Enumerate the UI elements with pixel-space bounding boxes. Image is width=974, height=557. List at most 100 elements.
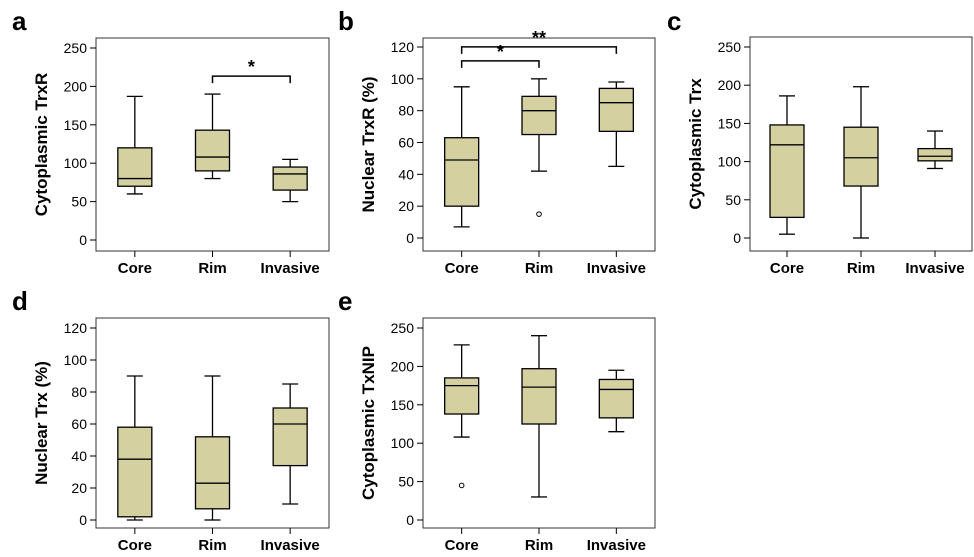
panel-e: e 0 50 100 150 200 250 Cytoplasmic TxNIP Core Rim…: [338, 286, 656, 554]
box-invasive: [598, 81, 634, 168]
x-tick-label: Rim: [847, 260, 875, 277]
iqr-box: [272, 166, 308, 191]
iqr-box: [444, 137, 480, 207]
y-tick-label: 0: [733, 230, 741, 246]
significance-label: *: [248, 57, 255, 77]
y-tick-label: 150: [391, 397, 415, 413]
significance-label: *: [497, 42, 504, 62]
panel-letter: b: [338, 6, 354, 36]
y-tick-label: 200: [391, 358, 415, 374]
y-tick-label: 100: [391, 71, 415, 87]
panel-b: b 0 20 40 60 80 100 120 Nuclear TrxR (%) Core Rim I…: [338, 6, 656, 277]
y-tick-label: 200: [64, 78, 88, 94]
panel-letter: e: [338, 286, 352, 316]
outlier-point: [458, 482, 465, 489]
significance-label: **: [532, 28, 546, 48]
x-tick-label: Core: [118, 537, 152, 554]
outlier-point: [536, 211, 542, 217]
y-tick-label: 0: [406, 512, 414, 528]
x-tick-label: Rim: [198, 537, 226, 554]
iqr-box: [843, 126, 879, 187]
box-invasive: [272, 158, 308, 203]
x-tick-label: Core: [445, 537, 479, 554]
y-axis-label: Nuclear TrxR (%): [359, 76, 378, 212]
y-tick-label: 40: [398, 166, 414, 182]
iqr-box: [521, 368, 557, 425]
y-axis-label: Cytoplasmic TrxR: [32, 73, 51, 217]
x-tick-label: Invasive: [587, 260, 646, 277]
panel-letter: d: [12, 286, 28, 316]
iqr-box: [521, 95, 557, 136]
y-tick-label: 80: [71, 384, 87, 400]
y-tick-label: 50: [398, 474, 414, 490]
panel-c: c 0 50 100 150 200 250 Cytoplasmic Trx Core Rim In…: [667, 6, 973, 277]
y-tick-label: 250: [391, 320, 415, 336]
y-axis-label: Nuclear Trx (%): [32, 361, 51, 485]
x-tick-label: Invasive: [261, 260, 320, 277]
x-tick-label: Invasive: [587, 537, 646, 554]
x-tick-label: Core: [445, 260, 479, 277]
y-tick-label: 50: [71, 194, 87, 210]
x-tick-label: Core: [770, 260, 804, 277]
box-core: [444, 86, 480, 228]
box-rim: [194, 375, 231, 521]
significance-bracket: **: [460, 28, 618, 54]
x-tick-label: Core: [118, 260, 152, 277]
box-invasive: [272, 383, 308, 505]
y-tick-label: 100: [64, 155, 88, 171]
panel-d: d 0 20 40 60 80 100 120 Nuclear Trx (%) Core Rim In…: [12, 286, 330, 554]
box-invasive: [598, 369, 634, 433]
bracket-line: [460, 46, 618, 54]
box-core: [117, 375, 153, 521]
y-tick-label: 60: [398, 135, 414, 151]
y-tick-label: 40: [71, 448, 87, 464]
significance-bracket: *: [211, 57, 291, 84]
iqr-box: [194, 436, 231, 510]
y-tick-label: 80: [398, 103, 414, 119]
iqr-box: [117, 147, 153, 187]
x-tick-label: Rim: [525, 260, 553, 277]
box-rim: [521, 335, 557, 498]
y-tick-label: 100: [64, 352, 88, 368]
y-axis-label: Cytoplasmic TxNIP: [359, 346, 378, 500]
bracket-line: [460, 60, 540, 68]
y-tick-label: 20: [71, 480, 87, 496]
y-tick-label: 120: [391, 39, 415, 55]
y-tick-label: 200: [718, 77, 742, 93]
x-tick-label: Rim: [198, 260, 226, 277]
box-invasive: [917, 130, 953, 170]
box-rim: [521, 78, 557, 217]
box-rim: [843, 86, 879, 239]
y-tick-label: 250: [64, 40, 88, 56]
iqr-box: [598, 378, 634, 419]
y-tick-label: 0: [406, 230, 414, 246]
y-tick-label: 100: [718, 154, 742, 170]
iqr-box: [917, 147, 953, 162]
y-tick-label: 250: [718, 39, 742, 55]
y-tick-label: 60: [71, 416, 87, 432]
x-tick-label: Invasive: [905, 260, 964, 277]
iqr-box: [117, 426, 153, 518]
box-core: [117, 95, 153, 195]
iqr-box: [598, 87, 634, 133]
y-tick-label: 0: [79, 232, 87, 248]
significance-bracket: *: [460, 42, 540, 68]
y-tick-label: 20: [398, 198, 414, 214]
y-tick-label: 150: [64, 117, 88, 133]
x-tick-label: Rim: [525, 537, 553, 554]
box-core: [769, 95, 805, 235]
panel-letter: c: [667, 6, 681, 36]
y-tick-label: 100: [391, 435, 415, 451]
y-tick-label: 50: [725, 192, 741, 208]
y-axis-label: Cytoplasmic Trx: [686, 78, 705, 210]
panel-letter: a: [12, 6, 27, 36]
y-tick-label: 0: [79, 512, 87, 528]
iqr-box: [194, 129, 231, 172]
y-tick-label: 120: [64, 320, 88, 336]
bracket-line: [211, 75, 291, 84]
box-core: [444, 344, 480, 489]
iqr-box: [769, 124, 805, 219]
iqr-box: [272, 407, 308, 467]
iqr-box: [444, 377, 480, 415]
